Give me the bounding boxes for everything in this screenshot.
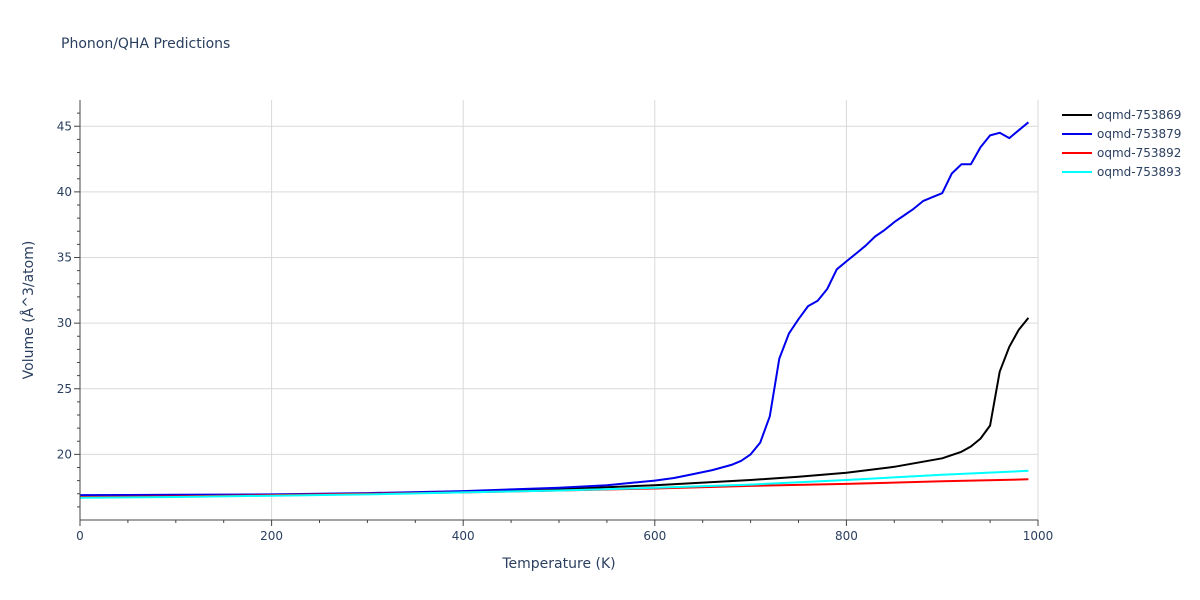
y-tick-label: 25 bbox=[57, 382, 72, 396]
x-tick-label: 0 bbox=[76, 529, 84, 543]
x-tick-label: 1000 bbox=[1023, 529, 1054, 543]
x-tick-label: 800 bbox=[835, 529, 858, 543]
series-line-oqmd-753869[interactable] bbox=[79, 317, 1030, 498]
legend-label: oqmd-753869 bbox=[1097, 108, 1181, 122]
axes: 0 200 400 600 800 1000 20 25 30 35 40 45 bbox=[57, 100, 1054, 543]
y-tick-label: 35 bbox=[57, 251, 72, 265]
y-tick-label: 20 bbox=[57, 447, 72, 461]
x-tick-label: 600 bbox=[643, 529, 666, 543]
legend: oqmd-753869 oqmd-753879 oqmd-753892 oqmd-75… bbox=[1062, 108, 1181, 179]
legend-label: oqmd-753879 bbox=[1097, 127, 1181, 141]
legend-label: oqmd-753893 bbox=[1097, 165, 1181, 179]
legend-item[interactable]: oqmd-753893 bbox=[1062, 165, 1181, 179]
y-axis-title: Volume (Å^3/atom) bbox=[20, 241, 37, 380]
chart-title: Phonon/QHA Predictions bbox=[61, 36, 231, 52]
grid-lines bbox=[80, 100, 1039, 520]
x-tick-label: 400 bbox=[452, 529, 475, 543]
legend-item[interactable]: oqmd-753892 bbox=[1062, 146, 1181, 160]
y-tick-label: 40 bbox=[57, 185, 72, 199]
legend-item[interactable]: oqmd-753879 bbox=[1062, 127, 1181, 141]
y-tick-label: 30 bbox=[57, 316, 72, 330]
series-layer bbox=[79, 121, 1030, 499]
legend-label: oqmd-753892 bbox=[1097, 146, 1181, 160]
series-line-oqmd-753893[interactable] bbox=[79, 469, 1029, 499]
x-axis-title: Temperature (K) bbox=[501, 556, 615, 572]
y-tick-label: 45 bbox=[57, 119, 72, 133]
x-tick-label: 200 bbox=[260, 529, 283, 543]
series-line-oqmd-753879[interactable] bbox=[79, 121, 1030, 497]
legend-item[interactable]: oqmd-753869 bbox=[1062, 108, 1181, 122]
